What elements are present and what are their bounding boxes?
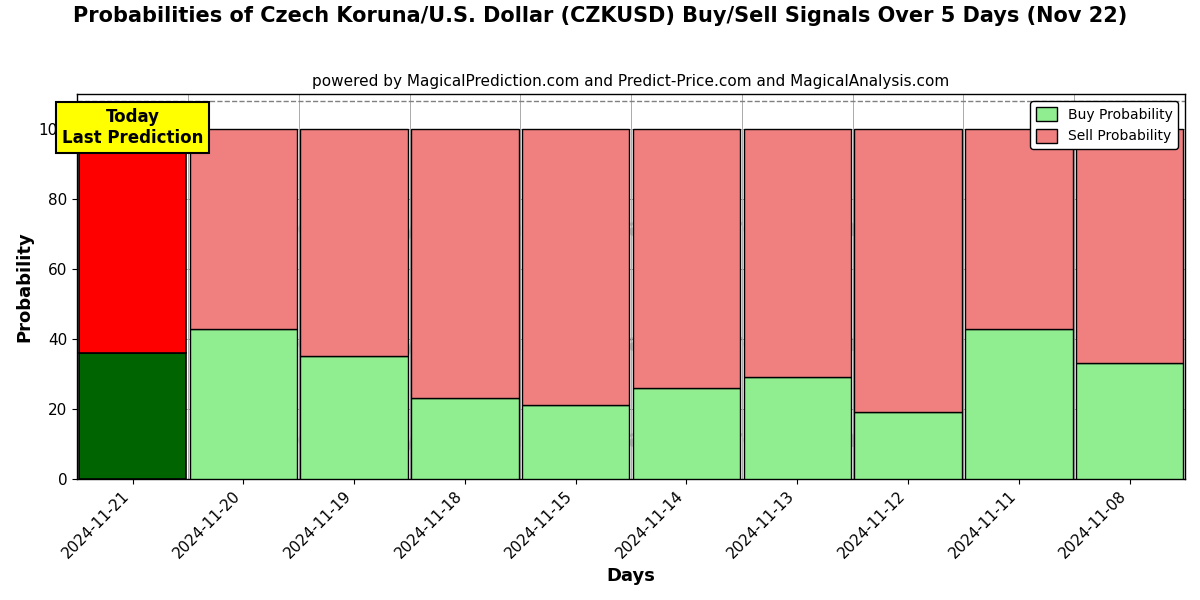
Bar [965,129,1073,329]
Text: MagicalAnalysis.com: MagicalAnalysis.com [229,428,523,452]
Bar [79,353,186,479]
Legend: Buy Probability, Sell Probability: Buy Probability, Sell Probability [1030,101,1178,149]
Bar [190,129,298,329]
Bar [744,377,851,479]
Text: MagicalAnalysis.com: MagicalAnalysis.com [229,217,523,241]
Bar [632,129,740,388]
Text: MagicalPrediction.com: MagicalPrediction.com [604,217,925,241]
Bar [300,356,408,479]
X-axis label: Days: Days [607,567,655,585]
Bar [854,412,961,479]
Text: MagicalPrediction.com: MagicalPrediction.com [604,332,925,356]
Bar [1076,364,1183,479]
Text: Probabilities of Czech Koruna/U.S. Dollar (CZKUSD) Buy/Sell Signals Over 5 Days : Probabilities of Czech Koruna/U.S. Dolla… [73,6,1127,26]
Bar [79,129,186,353]
Bar [522,129,630,406]
Text: MagicalAnalysis.com: MagicalAnalysis.com [229,332,523,356]
Y-axis label: Probability: Probability [14,231,32,342]
Bar [412,129,518,398]
Title: powered by MagicalPrediction.com and Predict-Price.com and MagicalAnalysis.com: powered by MagicalPrediction.com and Pre… [312,74,949,89]
Bar [632,388,740,479]
Bar [744,129,851,377]
Bar [300,129,408,356]
Bar [965,329,1073,479]
Bar [522,406,630,479]
Bar [854,129,961,412]
Text: Today
Last Prediction: Today Last Prediction [62,109,203,147]
Bar [1076,129,1183,364]
Bar [190,329,298,479]
Bar [412,398,518,479]
Text: MagicalPrediction.com: MagicalPrediction.com [604,428,925,452]
